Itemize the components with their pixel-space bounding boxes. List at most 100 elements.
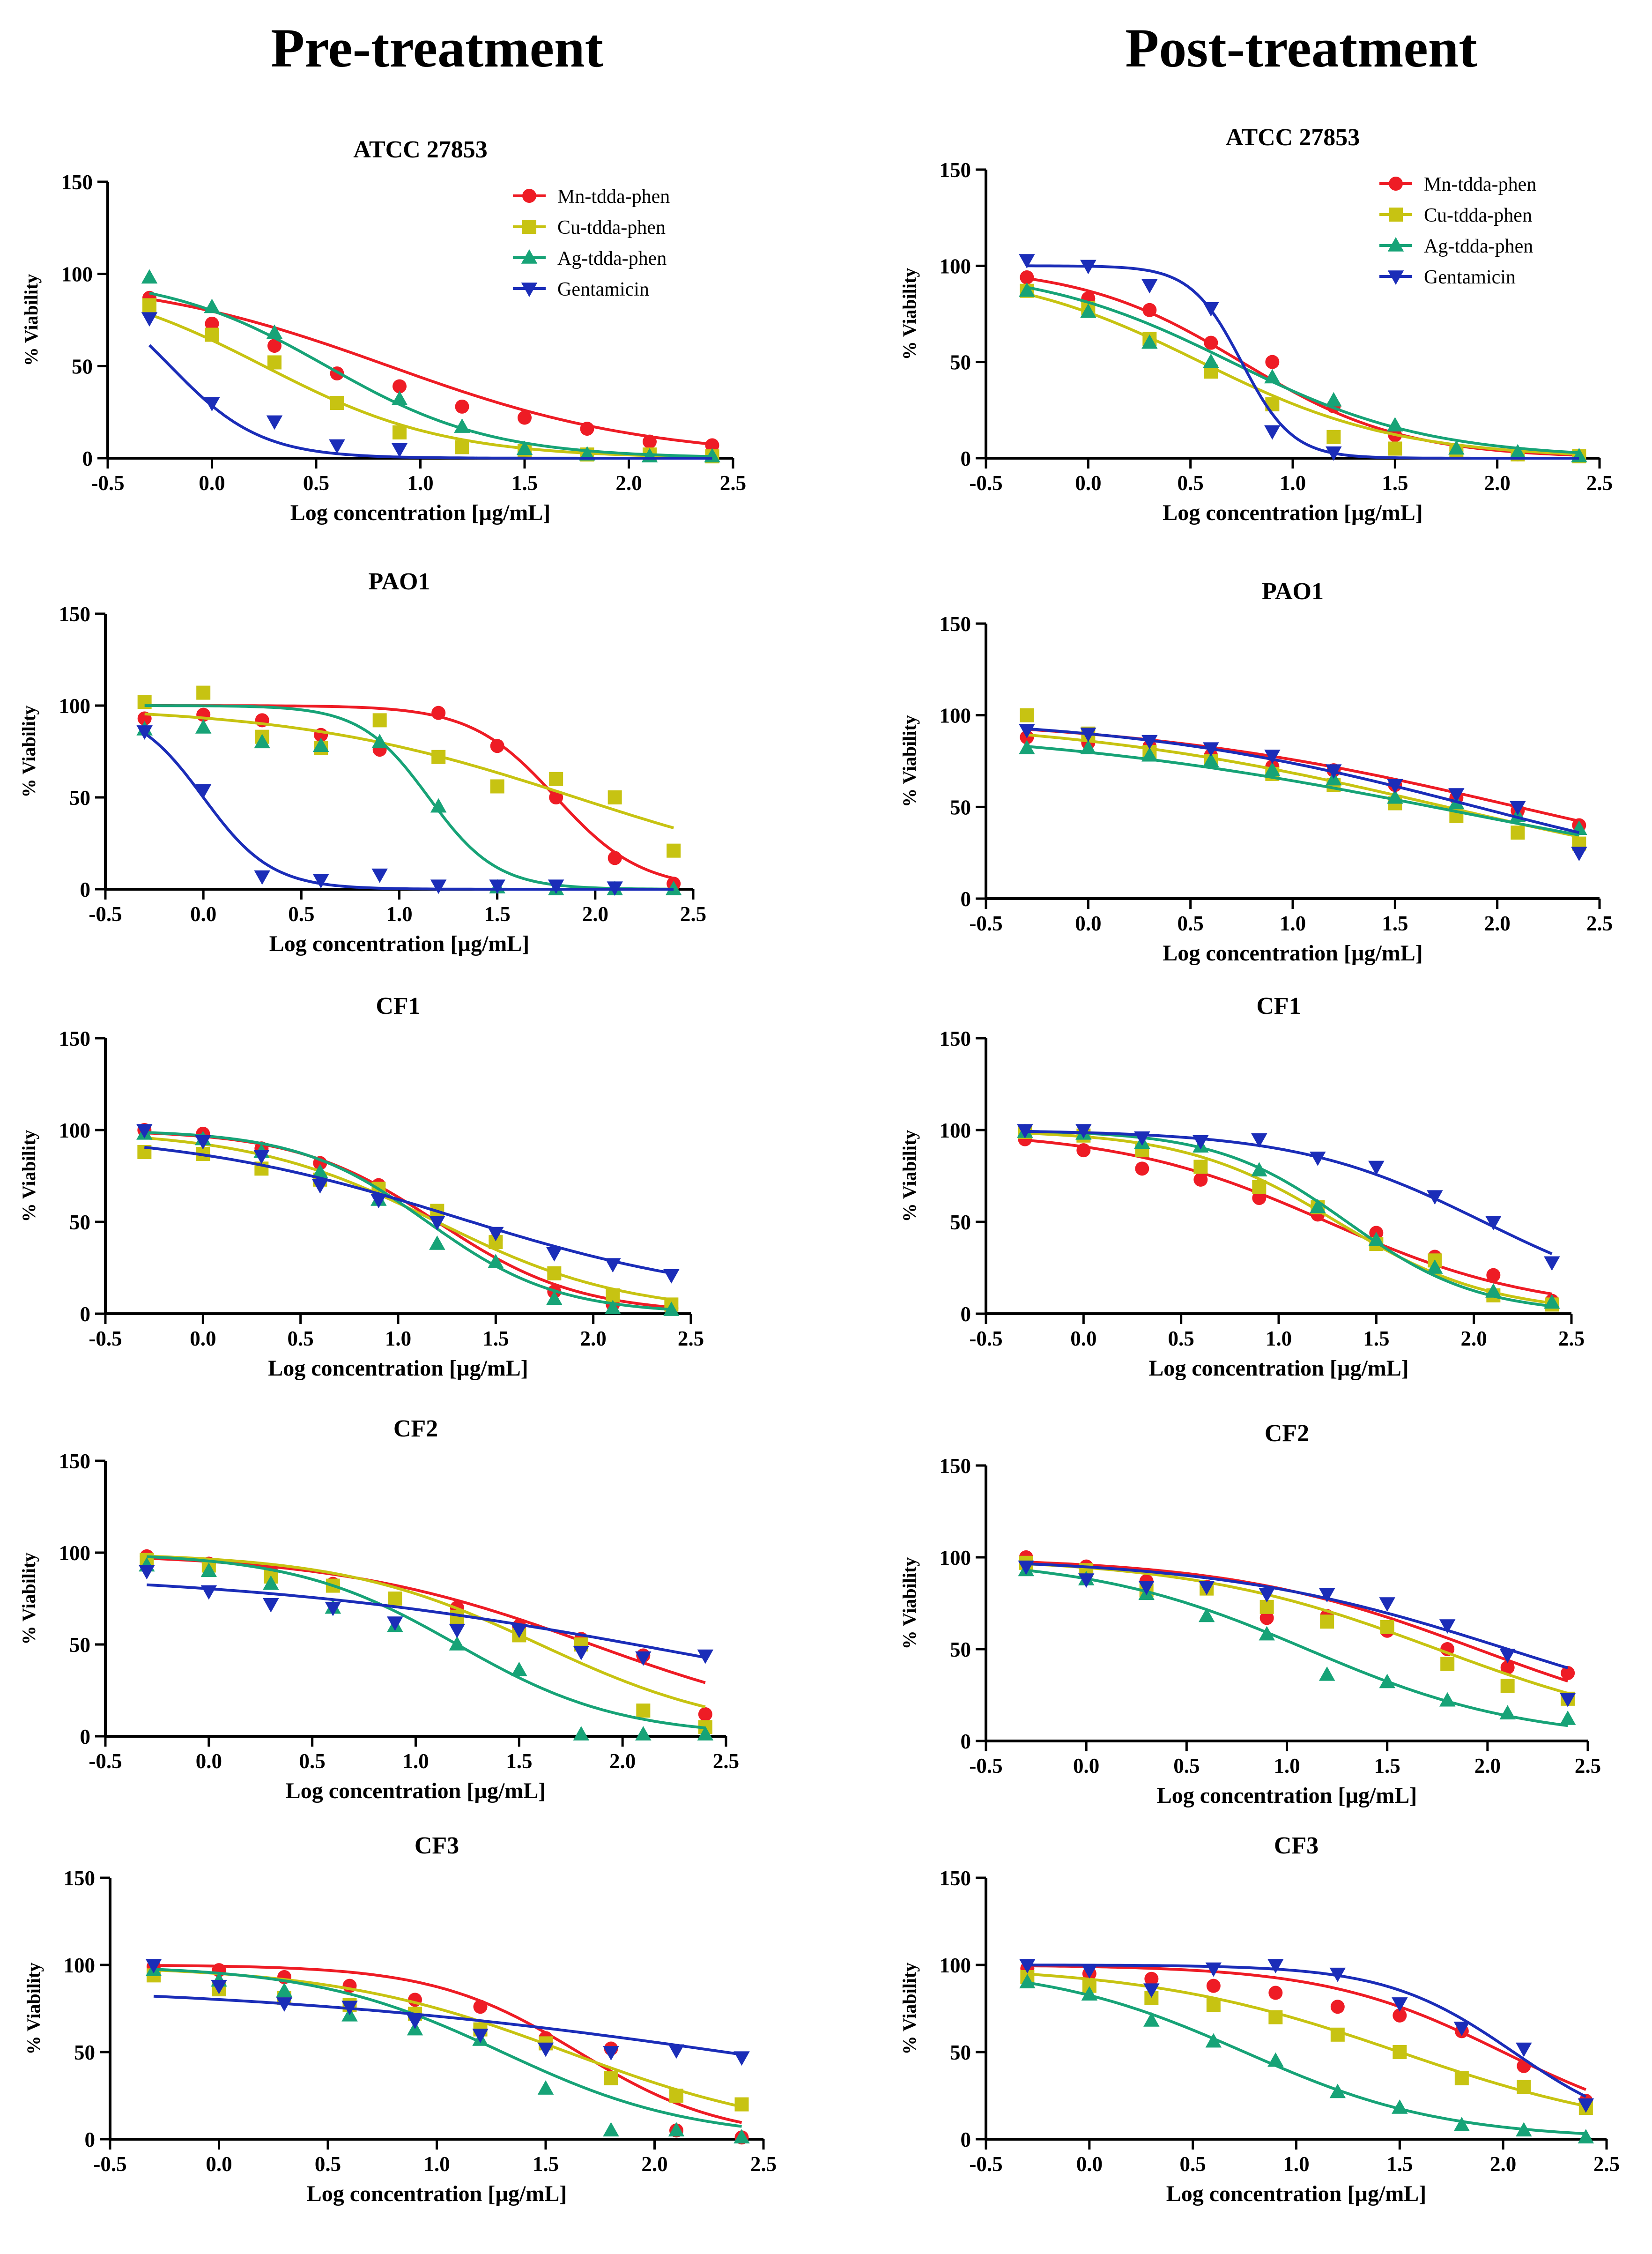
data-point-gentamicin (1019, 1959, 1036, 1973)
y-tick-label: 150 (940, 1867, 971, 1890)
data-point-gentamicin (1138, 1580, 1155, 1595)
data-point-gentamicin (1392, 1997, 1408, 2012)
data-point-gentamicin (370, 1194, 387, 1208)
data-point-gentamicin (1439, 1619, 1456, 1634)
chart-title: PAO1 (1262, 578, 1324, 605)
data-point-ag-tdda-phen (1259, 1626, 1275, 1641)
data-point-ag-tdda-phen (1080, 303, 1096, 318)
data-point-ag-tdda-phen (1392, 2099, 1408, 2114)
fit-curve-cu-tdda-phen (1025, 1131, 1552, 1305)
data-point-ag-tdda-phen (635, 1726, 652, 1741)
x-tick-label: 0.0 (1075, 912, 1101, 935)
data-point-ag-tdda-phen (605, 1300, 621, 1314)
data-point-cu-tdda-phen (388, 1592, 402, 1606)
data-point-cu-tdda-phen (1020, 708, 1034, 722)
x-tick-label: 2.5 (1558, 1327, 1585, 1350)
y-tick-label: 0 (80, 1302, 91, 1326)
x-tick-label: 0.5 (1178, 912, 1204, 935)
x-tick-label: 0.5 (303, 471, 329, 495)
x-tick-label: 1.5 (1386, 2152, 1413, 2176)
data-point-gentamicin (1019, 254, 1035, 269)
data-point-cu-tdda-phen (607, 790, 622, 804)
data-point-gentamicin (1203, 742, 1219, 757)
data-point-mn-tdda-phen (1486, 1268, 1501, 1282)
data-point-gentamicin (1080, 728, 1096, 742)
chart-title: CF3 (1274, 1832, 1319, 1859)
data-point-cu-tdda-phen (1268, 2010, 1283, 2024)
data-point-ag-tdda-phen (1143, 2012, 1160, 2027)
legend-marker (1387, 237, 1404, 252)
x-axis-label: Log concentration [µg/mL] (1163, 941, 1423, 966)
data-point-gentamicin (1368, 1160, 1385, 1175)
data-point-cu-tdda-phen (1380, 1620, 1394, 1634)
x-tick-label: 0.0 (1076, 2152, 1103, 2176)
data-point-gentamicin (1017, 1124, 1033, 1138)
data-point-ag-tdda-phen (1310, 1198, 1326, 1213)
x-tick-label: -0.5 (969, 1327, 1002, 1350)
y-tick-label: 50 (950, 2041, 971, 2064)
header-pre-treatment: Pre-treatment (271, 17, 603, 79)
x-tick-label: 2.0 (1484, 471, 1511, 495)
data-point-gentamicin (1143, 1983, 1160, 1998)
x-tick-label: 1.0 (407, 471, 433, 495)
data-point-gentamicin (141, 312, 158, 327)
data-point-gentamicin (1571, 847, 1587, 862)
legend-marker (521, 283, 538, 297)
data-point-cu-tdda-phen (1330, 2027, 1345, 2042)
x-tick-label: -0.5 (969, 1754, 1002, 1778)
data-point-ag-tdda-phen (1439, 1692, 1456, 1707)
y-tick-label: 50 (72, 355, 93, 378)
x-tick-label: 0.5 (315, 2152, 341, 2176)
chart-title: PAO1 (369, 568, 430, 595)
data-point-ag-tdda-phen (1578, 2129, 1594, 2144)
legend-label: Cu-tdda-phen (557, 217, 666, 238)
data-point-gentamicin (663, 1269, 680, 1284)
y-tick-label: 50 (69, 1211, 90, 1234)
y-tick-label: 0 (961, 447, 971, 470)
data-point-ag-tdda-phen (454, 418, 470, 433)
data-point-gentamicin (511, 1623, 527, 1638)
data-point-gentamicin (341, 2001, 358, 2016)
data-point-mn-tdda-phen (431, 706, 446, 720)
x-axis-label: Log concentration [µg/mL] (1148, 1356, 1409, 1381)
legend-label: Cu-tdda-phen (1424, 205, 1532, 226)
x-axis-label: Log concentration [µg/mL] (290, 500, 551, 525)
y-axis-label: % Viability (18, 1553, 39, 1645)
fit-curve-gentamicin (148, 344, 712, 460)
data-point-gentamicin (1264, 750, 1281, 764)
data-point-cu-tdda-phen (393, 425, 407, 439)
data-point-gentamicin (430, 879, 447, 894)
y-tick-label: 150 (940, 612, 971, 636)
data-point-mn-tdda-phen (643, 434, 657, 449)
data-point-mn-tdda-phen (1193, 1172, 1208, 1187)
y-axis-label: % Viability (899, 1963, 920, 2055)
data-point-gentamicin (697, 1649, 714, 1664)
data-point-cu-tdda-phen (547, 1266, 562, 1280)
data-point-ag-tdda-phen (263, 1575, 279, 1590)
x-tick-label: 2.5 (678, 1327, 704, 1350)
fit-curve-gentamicin (153, 1994, 742, 2056)
chart-post-cf3: CF3 0 50 100 150 -0.5 0.0 0.5 1.0 1.5 2.0 2.5 Log co… (899, 1832, 1620, 2206)
y-tick-label: 100 (940, 1546, 971, 1570)
data-point-gentamicin (1319, 1588, 1335, 1603)
x-tick-label: 1.5 (1382, 912, 1408, 935)
data-point-gentamicin (145, 1959, 162, 1973)
data-point-ag-tdda-phen (276, 1982, 293, 1997)
y-tick-label: 150 (940, 158, 971, 182)
x-axis-label: Log concentration [µg/mL] (1157, 1783, 1417, 1808)
legend-marker (1389, 208, 1403, 222)
data-point-gentamicin (136, 1124, 153, 1138)
data-point-cu-tdda-phen (1326, 430, 1341, 444)
data-point-gentamicin (1080, 260, 1096, 275)
data-point-ag-tdda-phen (195, 719, 212, 734)
data-point-gentamicin (429, 1216, 445, 1230)
data-point-mn-tdda-phen (1268, 1986, 1283, 2000)
data-point-ag-tdda-phen (430, 798, 447, 813)
y-tick-label: 150 (59, 603, 91, 626)
x-tick-label: -0.5 (969, 471, 1002, 495)
y-axis-label: % Viability (18, 1130, 39, 1222)
legend-label: Gentamicin (1424, 267, 1516, 288)
chart-title: ATCC 27853 (1226, 124, 1360, 151)
x-tick-label: 1.0 (402, 1749, 429, 1773)
data-point-cu-tdda-phen (1454, 2071, 1469, 2085)
